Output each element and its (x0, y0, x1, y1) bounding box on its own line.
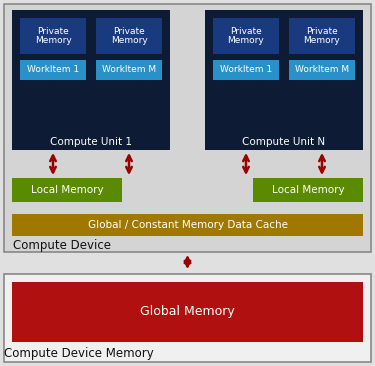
Bar (253, 178, 363, 202)
Bar (96, 18, 162, 54)
Text: Local Memory: Local Memory (272, 185, 344, 195)
Bar (4, 274, 371, 362)
Bar (213, 60, 279, 80)
Bar (289, 60, 355, 80)
Bar (12, 10, 170, 150)
Text: Compute Unit 1: Compute Unit 1 (50, 137, 132, 147)
Text: WorkItem 1: WorkItem 1 (27, 66, 79, 75)
Bar (205, 10, 363, 150)
Text: WorkItem M: WorkItem M (102, 66, 156, 75)
Text: WorkItem 1: WorkItem 1 (220, 66, 272, 75)
Text: Global Memory: Global Memory (140, 306, 235, 318)
Text: WorkItem M: WorkItem M (295, 66, 349, 75)
Bar (289, 18, 355, 54)
Bar (12, 214, 363, 236)
Bar (20, 60, 86, 80)
Bar (12, 282, 363, 342)
Text: Global / Constant Memory Data Cache: Global / Constant Memory Data Cache (87, 220, 288, 230)
Text: Compute Device: Compute Device (13, 239, 111, 253)
Bar (213, 18, 279, 54)
Text: Local Memory: Local Memory (31, 185, 103, 195)
Bar (12, 178, 122, 202)
Bar (20, 18, 86, 54)
Text: Private
Memory: Private Memory (228, 27, 264, 45)
Bar (4, 4, 371, 252)
Text: Compute Device Memory: Compute Device Memory (4, 347, 154, 361)
Bar (96, 60, 162, 80)
Text: Private
Memory: Private Memory (304, 27, 340, 45)
Text: Compute Unit N: Compute Unit N (242, 137, 326, 147)
Text: Private
Memory: Private Memory (34, 27, 71, 45)
Text: Private
Memory: Private Memory (111, 27, 147, 45)
